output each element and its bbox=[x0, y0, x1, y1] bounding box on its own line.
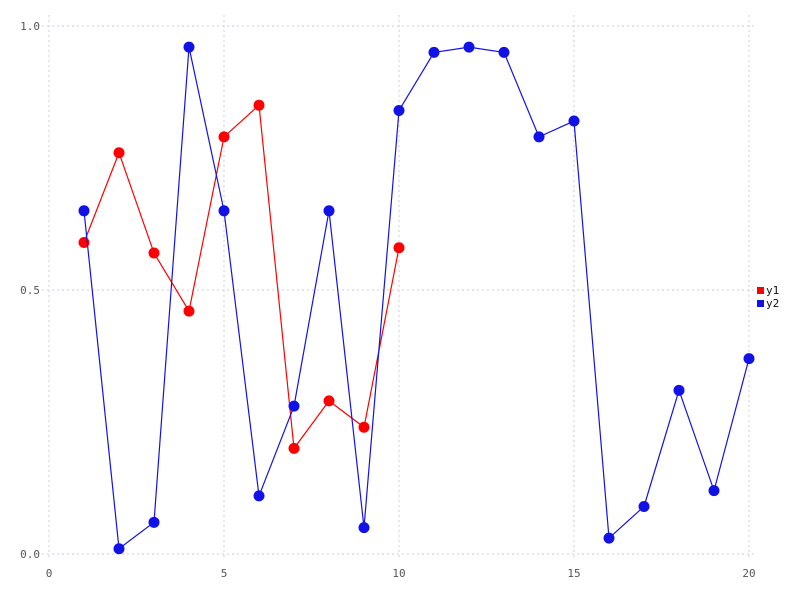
data-point-y2 bbox=[288, 400, 300, 412]
data-point-y1 bbox=[148, 247, 160, 259]
data-point-y2 bbox=[218, 205, 230, 217]
data-point-y1 bbox=[253, 99, 265, 111]
legend-swatch-y2 bbox=[757, 300, 764, 307]
data-point-y1 bbox=[358, 421, 370, 433]
data-point-y2 bbox=[638, 500, 650, 512]
data-point-y2 bbox=[673, 384, 685, 396]
data-point-y2 bbox=[463, 41, 475, 53]
data-point-y1 bbox=[113, 147, 125, 159]
data-point-y2 bbox=[253, 490, 265, 502]
data-point-y1 bbox=[323, 395, 335, 407]
x-tick-label: 15 bbox=[567, 567, 580, 580]
data-point-y1 bbox=[218, 131, 230, 143]
data-point-y2 bbox=[533, 131, 545, 143]
data-point-y2 bbox=[183, 41, 195, 53]
data-point-y1 bbox=[183, 305, 195, 317]
legend-item-y1: y1 bbox=[757, 284, 779, 297]
data-point-y2 bbox=[113, 543, 125, 555]
data-point-y2 bbox=[148, 516, 160, 528]
y-tick-label: 0.5 bbox=[20, 284, 40, 297]
x-tick-label: 20 bbox=[742, 567, 755, 580]
data-point-y2 bbox=[743, 353, 755, 365]
legend-item-y2: y2 bbox=[757, 297, 779, 310]
series-line-y2 bbox=[83, 46, 750, 550]
legend-label-y1: y1 bbox=[766, 284, 780, 297]
data-point-y2 bbox=[498, 46, 510, 58]
series-line-y1 bbox=[83, 103, 400, 451]
x-tick-label: 10 bbox=[392, 567, 405, 580]
x-tick-label: 0 bbox=[46, 567, 53, 580]
data-point-y2 bbox=[603, 532, 615, 544]
data-point-y1 bbox=[288, 442, 300, 454]
data-point-y2 bbox=[323, 205, 335, 217]
legend-swatch-y1 bbox=[757, 287, 764, 294]
data-point-y2 bbox=[393, 104, 405, 116]
y-tick-label: 0.0 bbox=[20, 548, 40, 561]
data-point-y2 bbox=[708, 485, 720, 497]
data-point-y2 bbox=[78, 205, 90, 217]
y-tick-label: 1.0 bbox=[20, 20, 40, 33]
data-point-y2 bbox=[568, 115, 580, 127]
data-point-y1 bbox=[393, 242, 405, 254]
x-tick-label: 5 bbox=[221, 567, 228, 580]
legend: y1 y2 bbox=[757, 284, 779, 310]
legend-label-y2: y2 bbox=[766, 297, 780, 310]
data-point-y2 bbox=[358, 522, 370, 534]
data-point-y2 bbox=[428, 46, 440, 58]
